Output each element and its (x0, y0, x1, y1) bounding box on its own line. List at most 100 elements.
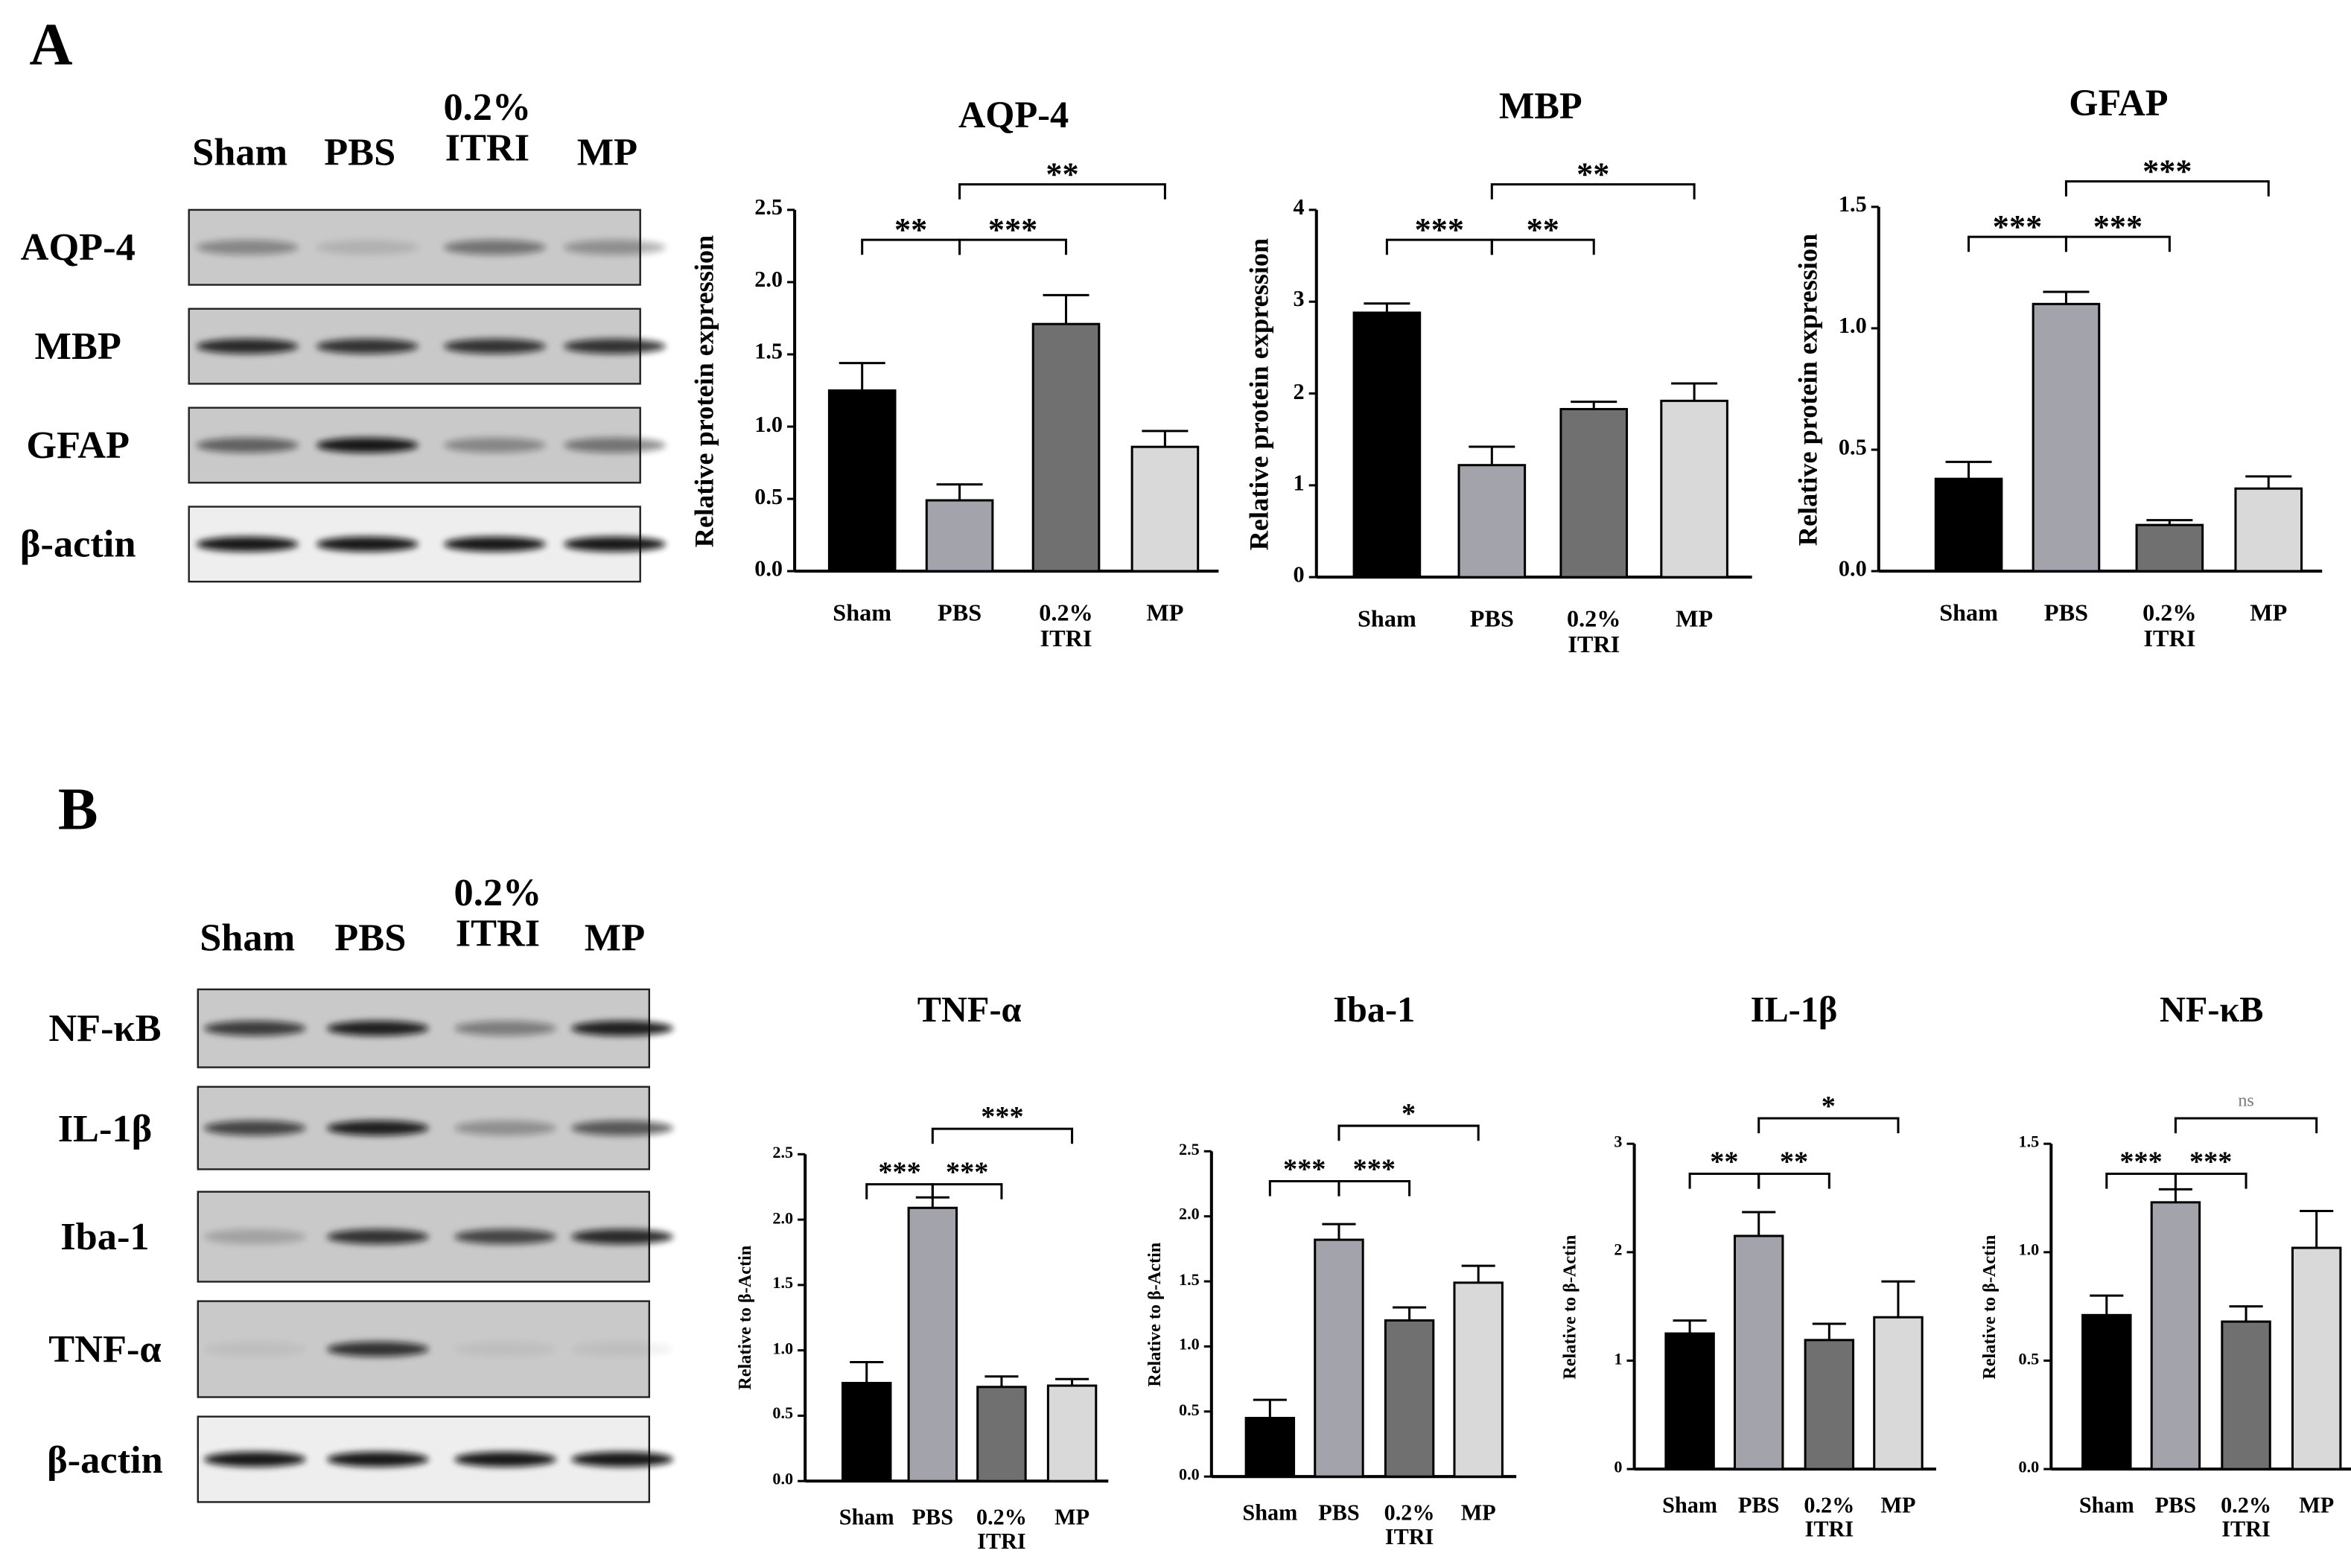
blot-band (571, 1121, 674, 1136)
significance-label: *** (2142, 152, 2192, 190)
bar (1314, 1238, 1364, 1478)
chart-title: Iba-1 (1333, 991, 1416, 1031)
blot-band (454, 1341, 556, 1357)
lane-label: PBS (334, 916, 407, 960)
significance-label: *** (1414, 210, 1465, 249)
significance-label: *** (878, 1157, 921, 1189)
x-tick-label: 0.2% ITRI (1384, 1502, 1435, 1550)
x-tick-label: MP (1146, 601, 1184, 627)
y-tick-label: 1.5 (754, 341, 783, 366)
bar (976, 1386, 1027, 1482)
y-axis-label: Relative protein expression (1792, 232, 1823, 546)
bar (1664, 1332, 1715, 1470)
x-tick-label: 0.2% ITRI (2221, 1494, 2272, 1543)
y-axis-label: Relative to β-Actin (1143, 1241, 1165, 1386)
y-tick-label: 0.5 (754, 485, 783, 510)
blot-band (316, 536, 419, 552)
blot-band (326, 1121, 429, 1136)
x-tick-label: 0.2% ITRI (2142, 601, 2197, 652)
y-tick-label: 0.0 (754, 558, 783, 582)
bar (1804, 1339, 1855, 1470)
x-tick-label: Sham (839, 1506, 894, 1531)
significance-label: *** (2189, 1147, 2233, 1179)
blot-band (203, 1228, 306, 1245)
y-tick-label: 2.0 (754, 269, 783, 293)
significance-bracket (958, 238, 1068, 255)
blot-band (564, 536, 666, 552)
chart-title: IL-1β (1750, 991, 1838, 1031)
y-tick-label: 0.5 (2018, 1350, 2040, 1368)
y-tick-label: 1 (1293, 471, 1305, 497)
x-tick-label: Sham (1939, 601, 1998, 627)
blot-row-label: NF-κB (48, 1006, 162, 1051)
blot-band (203, 1121, 306, 1136)
y-tick-label: 2.0 (772, 1209, 794, 1228)
y-tick-label: 1.0 (1179, 1336, 1200, 1354)
significance-bracket (2174, 1117, 2318, 1134)
bar (2135, 523, 2204, 573)
blot-band (326, 1228, 429, 1245)
lane-label: 0.2% ITRI (443, 85, 532, 170)
bar (2150, 1201, 2201, 1470)
significance-label: *** (987, 210, 1038, 249)
lane-label: 0.2% ITRI (454, 870, 542, 956)
y-tick-label: 0.5 (772, 1405, 794, 1424)
y-tick-label: 0.0 (1838, 558, 1867, 582)
blot-band (571, 1341, 674, 1357)
y-tick-label: 0.5 (1838, 436, 1867, 461)
blot-band (564, 437, 666, 453)
significance-bracket (931, 1183, 1003, 1199)
bar (842, 1382, 892, 1482)
bar (2032, 302, 2101, 573)
bar (907, 1206, 958, 1482)
significance-bracket (2064, 180, 2270, 197)
y-tick-label: 1.5 (1838, 193, 1867, 218)
y-axis-label: Relative protein expression (1244, 237, 1274, 550)
blot-band (326, 1451, 429, 1467)
blot-row-label: TNF-α (48, 1327, 162, 1371)
blot-band (196, 536, 299, 552)
bar (1457, 464, 1527, 579)
y-tick-label: 1.0 (1838, 315, 1867, 340)
blot-band (443, 339, 546, 354)
bar (827, 389, 897, 573)
y-tick-label: 0.0 (2018, 1459, 2040, 1477)
significance-bracket (1490, 238, 1595, 255)
chart-title: NF-κB (2159, 991, 2264, 1031)
significance-bracket (958, 183, 1166, 200)
bar (1660, 399, 1728, 579)
bar (1352, 311, 1422, 579)
significance-label: ** (1046, 155, 1079, 193)
lane-label: Sham (192, 130, 288, 174)
bar (1046, 1384, 1098, 1482)
blot-band (326, 1021, 429, 1036)
bar (1934, 477, 2003, 573)
y-tick-label: 1.5 (772, 1275, 794, 1293)
lane-label: PBS (324, 130, 396, 174)
x-tick-label: 0.2% ITRI (976, 1506, 1027, 1555)
bar (1244, 1417, 1296, 1478)
y-axis-label: Relative to β-Actin (734, 1245, 756, 1390)
blot-row-label: MBP (34, 324, 121, 368)
bar (2291, 1246, 2342, 1470)
significance-label: *** (945, 1157, 989, 1189)
lane-label: MP (584, 916, 646, 960)
blot-band (564, 240, 666, 255)
y-tick-label: 2 (1614, 1242, 1623, 1261)
significance-bracket (1757, 1172, 1830, 1189)
significance-label: ** (1779, 1147, 1809, 1179)
x-tick-label: Sham (1662, 1494, 1718, 1519)
significance-label: *** (1992, 207, 2043, 246)
x-tick-label: Sham (1357, 607, 1416, 633)
significance-label: ns (2238, 1089, 2254, 1111)
y-tick-label: 3 (1614, 1133, 1623, 1152)
blot-row-label: GFAP (26, 423, 130, 467)
y-tick-label: 2.0 (1179, 1206, 1200, 1225)
panel-label: A (29, 10, 73, 78)
y-tick-label: 1.0 (772, 1340, 794, 1359)
significance-label: *** (1352, 1154, 1396, 1186)
significance-bracket (1490, 183, 1696, 200)
significance-bracket (1337, 1124, 1480, 1141)
x-tick-label: PBS (912, 1506, 954, 1531)
x-tick-label: MP (1054, 1506, 1090, 1531)
